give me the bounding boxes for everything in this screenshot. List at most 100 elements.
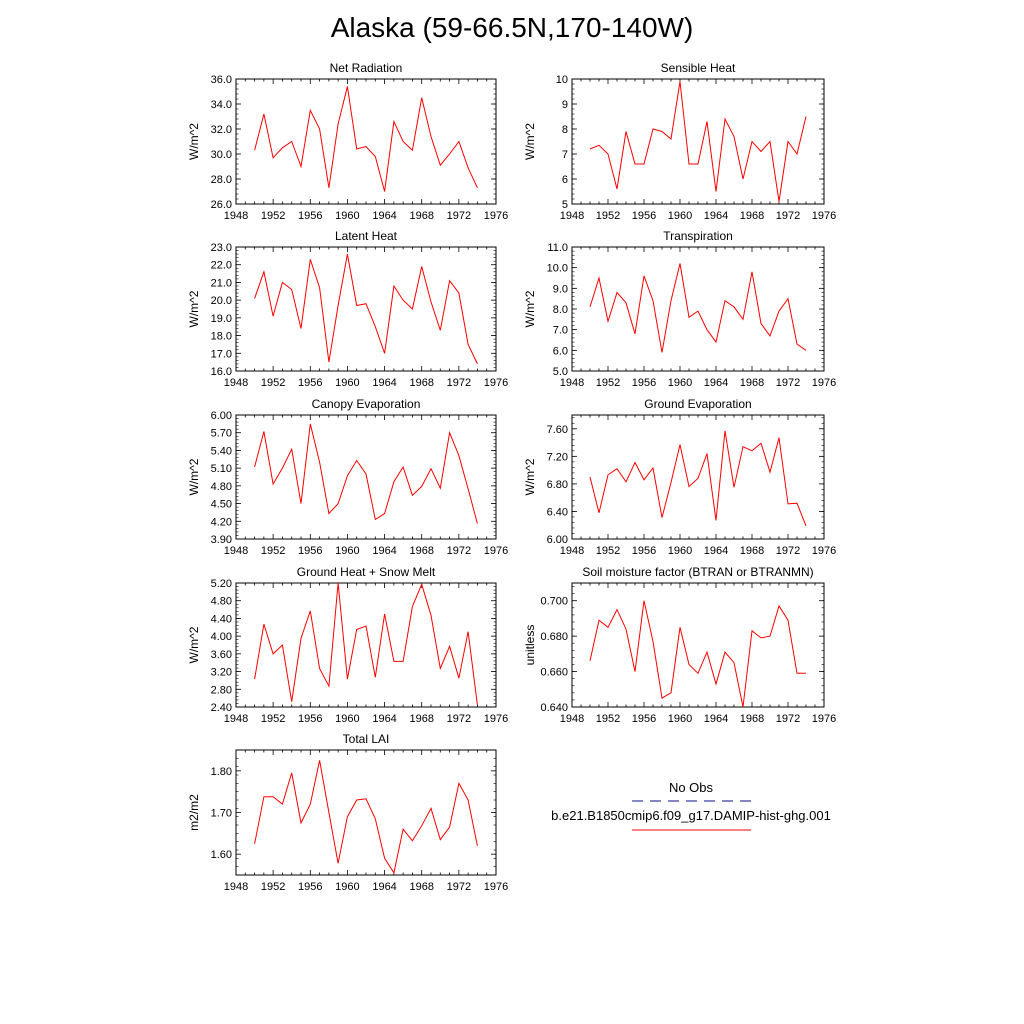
x-tick-label: 1960 [668,210,692,222]
x-tick-label: 1960 [335,713,359,725]
y-tick-label: 10.0 [547,263,568,275]
y-tick-label: 4.80 [211,596,232,608]
y-tick-label: 7.0 [553,325,568,337]
x-tick-label: 1968 [409,713,433,725]
x-tick-label: 1948 [560,545,584,557]
y-tick-label: 6.40 [547,506,568,518]
x-tick-label: 1976 [484,377,508,389]
y-tick-label: 6.00 [211,410,232,422]
series-line [254,760,478,875]
y-tick-label: 1.60 [211,849,232,861]
x-tick-label: 1956 [298,210,322,222]
y-tick-label: 36.0 [211,74,232,86]
y-tick-label: 18.0 [211,331,232,343]
panel-ground-evaporation: Ground Evaporation W/m^2 1948 1952 1956 1960 1… [523,397,836,557]
x-tick-label: 1948 [560,377,584,389]
y-axis-label: W/m^2 [523,458,537,495]
x-tick-label: 1968 [740,713,764,725]
x-tick-label: 1972 [776,377,800,389]
y-tick-label: 21.0 [211,277,232,289]
y-tick-label: 6.0 [553,345,568,357]
panel-title: Ground Evaporation [644,397,751,411]
y-tick-label: 7.60 [547,424,568,436]
y-tick-label: 3.90 [211,534,232,546]
y-tick-label: 30.0 [211,149,232,161]
legend-label-model-run: b.e21.B1850cmip6.f09_g17.DAMIP-hist-ghg.… [551,808,831,823]
x-tick-label: 1956 [298,881,322,893]
y-tick-label: 3.60 [211,649,232,661]
y-axis-label: W/m^2 [187,123,201,160]
y-tick-label: 17.0 [211,348,232,360]
x-tick-label: 1956 [632,210,656,222]
x-tick-label: 1972 [776,713,800,725]
y-tick-label: 2.80 [211,684,232,696]
y-tick-label: 6.80 [547,479,568,491]
y-tick-label: 0.700 [540,596,568,608]
y-axis-label: W/m^2 [523,290,537,327]
x-tick-label: 1960 [335,545,359,557]
x-tick-label: 1956 [632,377,656,389]
y-tick-label: 2.40 [211,702,232,714]
x-tick-label: 1948 [224,881,248,893]
x-tick-label: 1960 [668,713,692,725]
x-tick-label: 1976 [812,545,836,557]
x-tick-label: 1948 [224,713,248,725]
x-tick-label: 1968 [740,545,764,557]
y-tick-label: 9.0 [553,283,568,295]
y-tick-label: 6.00 [547,534,568,546]
plot-frame [235,414,497,540]
y-tick-label: 5 [562,199,568,211]
y-tick-label: 22.0 [211,260,232,272]
x-tick-label: 1964 [372,713,396,725]
y-tick-label: 8 [562,124,568,136]
series-line [254,582,478,705]
y-tick-label: 9 [562,99,568,111]
y-tick-label: 1.80 [211,766,232,778]
x-tick-label: 1976 [484,545,508,557]
y-tick-label: 28.0 [211,174,232,186]
y-axis-label: m2/m2 [187,794,201,831]
x-tick-label: 1964 [704,545,728,557]
y-tick-label: 32.0 [211,124,232,136]
y-tick-label: 26.0 [211,199,232,211]
y-tick-label: 23.0 [211,242,232,254]
x-tick-label: 1964 [372,881,396,893]
x-tick-label: 1956 [298,377,322,389]
x-tick-label: 1968 [409,881,433,893]
series-line [254,423,478,524]
y-axis-label: W/m^2 [187,458,201,495]
x-tick-label: 1976 [484,210,508,222]
panel-transpiration: Transpiration W/m^2 1948 1952 1956 1960 1964 19… [523,229,836,389]
y-tick-label: 4.50 [211,499,232,511]
y-tick-label: 11.0 [547,242,568,254]
x-tick-label: 1968 [409,377,433,389]
series-line [254,254,478,365]
x-tick-label: 1952 [261,377,285,389]
x-tick-label: 1952 [261,210,285,222]
x-tick-label: 1952 [261,545,285,557]
y-tick-label: 1.70 [211,808,232,820]
x-tick-label: 1976 [484,713,508,725]
y-tick-label: 34.0 [211,99,232,111]
legend: No Obs b.e21.B1850cmip6.f09_g17.DAMIP-hi… [551,780,831,831]
x-tick-label: 1968 [740,210,764,222]
x-tick-label: 1972 [776,545,800,557]
x-tick-label: 1960 [668,545,692,557]
plot-frame [235,78,497,205]
panel-title: Net Radiation [330,61,403,75]
plot-frame [235,749,497,876]
x-tick-label: 1952 [596,545,620,557]
panel-title: Latent Heat [335,229,398,243]
main-title: Alaska (59-66.5N,170-140W) [330,12,694,43]
y-tick-label: 5.70 [211,428,232,440]
plot-frame [571,582,825,708]
panel-title: Canopy Evaporation [312,397,421,411]
panel-title: Sensible Heat [661,61,736,75]
x-tick-label: 1964 [704,377,728,389]
x-tick-label: 1948 [224,377,248,389]
x-tick-label: 1952 [596,377,620,389]
x-tick-label: 1960 [335,377,359,389]
x-tick-label: 1948 [224,210,248,222]
x-tick-label: 1968 [740,377,764,389]
x-tick-label: 1964 [704,210,728,222]
